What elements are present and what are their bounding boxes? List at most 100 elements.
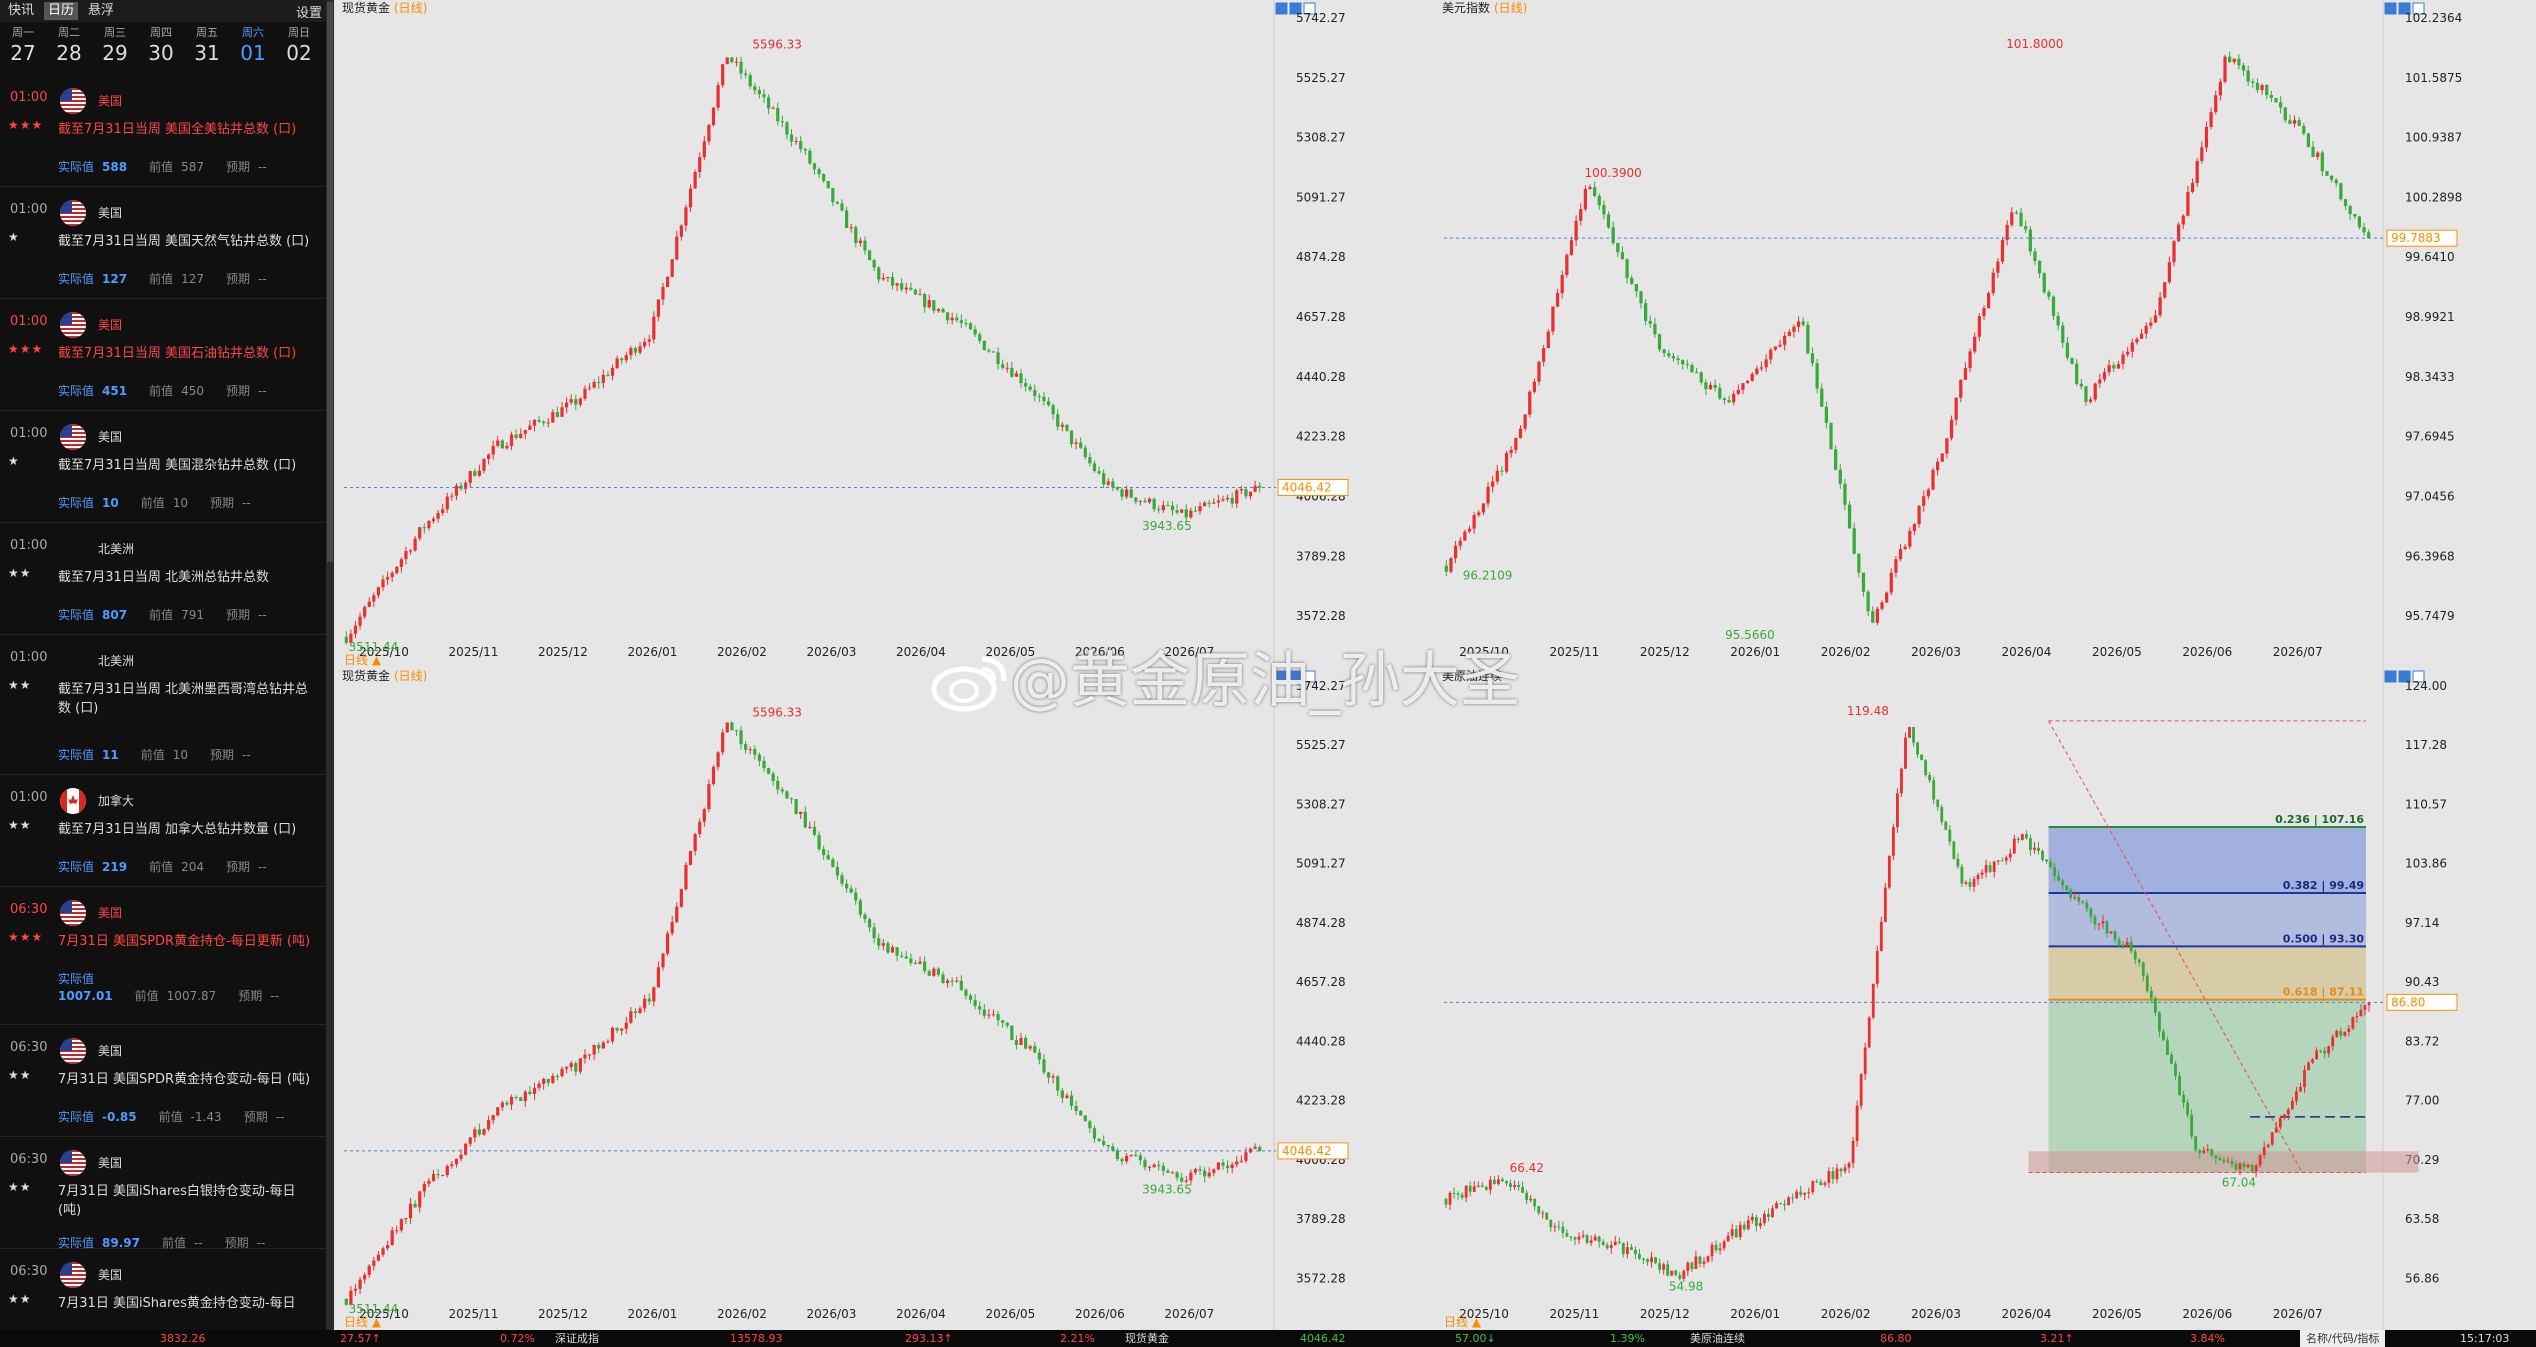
candle [2234, 1160, 2238, 1172]
candle [991, 350, 996, 353]
day-30[interactable]: 周四 30 [138, 26, 184, 66]
close-icon[interactable] [2412, 670, 2425, 683]
candle [950, 977, 954, 987]
day-02[interactable]: 周日 02 [276, 26, 322, 66]
candle [1732, 390, 1736, 406]
zoom-out-icon[interactable] [2398, 2, 2411, 15]
zoom-in-icon[interactable] [2384, 670, 2397, 683]
day-number: 31 [194, 41, 220, 65]
candle [1820, 383, 1824, 407]
previous-label: 前值 [158, 1110, 183, 1124]
day-01[interactable]: 周六 01 [230, 26, 276, 66]
y-tick-label: 124.00 [2405, 679, 2447, 693]
candle [1542, 345, 1546, 367]
zoom-out-icon[interactable] [2398, 670, 2411, 683]
x-tick-label: 2025/12 [1640, 1307, 1690, 1321]
close-icon[interactable] [2412, 2, 2425, 15]
candle [1839, 1167, 1843, 1177]
calendar-event[interactable]: 01:00 ★ 美国 截至7月31日当周 美国天然气钻井总数 (口) 实际值 127 前值 1… [0, 186, 326, 299]
sidebar-scrollbar[interactable] [326, 0, 334, 1330]
chart-panel-dxy[interactable]: 美元指数 (日线) 102.2364 101.5875 100.9387 100.2898… [1434, 0, 2536, 668]
day-29[interactable]: 周三 29 [92, 26, 138, 66]
candle [2000, 857, 2004, 862]
calendar-event[interactable]: 01:00 ★★★ 美国 截至7月31日当周 美国石油钻井总数 (口) 实际值 451 前值… [0, 298, 326, 411]
candle [1634, 1246, 1637, 1259]
calendar-event[interactable]: 06:30 ★★★ 美国 7月31日 美国SPDR黄金持仓-每日更新 (吨) 实际值 10… [0, 886, 326, 1025]
settings-button[interactable]: 设置 [295, 6, 322, 21]
candle [1557, 1220, 1561, 1231]
candle [532, 418, 537, 432]
actual-value: 89.97 [102, 1236, 140, 1250]
candle [2149, 317, 2153, 330]
chart-svg[interactable]: 美原油连续 124.00 117.28 110.57 103.86 97.14 90.43 8… [1434, 668, 2536, 1330]
previous-value: 1007.87 [166, 989, 217, 1003]
calendar-event[interactable]: 01:00 ★ 美国 截至7月31日当周 美国混杂钻井总数 (口) 实际值 10 前值 10 预… [0, 410, 326, 523]
candle [1537, 1205, 1541, 1216]
candle [656, 961, 661, 988]
event-values: 实际值 89.97 前值 -- 预期 -- [58, 1234, 273, 1251]
zoom-in-icon[interactable] [2384, 2, 2397, 15]
candle [2020, 833, 2024, 841]
candle [1726, 1231, 1730, 1242]
period-button[interactable]: 日线 ▲ [1444, 1315, 1482, 1329]
candle [1968, 878, 1972, 891]
candle [698, 818, 702, 838]
candle [822, 845, 826, 860]
candle [2141, 961, 2145, 982]
ticker-item: 13578.93 [730, 1332, 783, 1345]
chart-svg[interactable]: 现货黄金 (日线) 5742.27 5525.27 5308.27 5091.27 4874… [334, 668, 1432, 1330]
candle [1083, 1114, 1087, 1122]
scrollbar-thumb[interactable] [327, 2, 333, 562]
candle [1184, 504, 1188, 523]
candle [959, 975, 963, 991]
zoom-in-icon[interactable] [1275, 2, 1288, 15]
candle [707, 779, 711, 813]
candle [2343, 198, 2348, 210]
calendar-event[interactable]: 06:30 ★★ 美国 7月31日 美国SPDR黄金持仓变动-每日 (吨) 实际值 -0.… [0, 1024, 326, 1137]
day-number: 29 [102, 41, 128, 65]
period-button[interactable]: 日线 ▲ [344, 1315, 382, 1329]
candle [1891, 823, 1895, 861]
tab-calendar[interactable]: 日历 [44, 2, 79, 20]
close-icon[interactable] [1303, 670, 1316, 683]
tab-news[interactable]: 快讯 [8, 3, 35, 18]
zoom-in-icon[interactable] [1275, 670, 1288, 683]
candle [1750, 371, 1754, 382]
candle [1741, 382, 1745, 395]
day-28[interactable]: 周二 28 [46, 26, 92, 66]
chart-panel-gold-top[interactable]: 现货黄金 (日线) 5742.27 5525.27 5308.27 5091.27 4874… [334, 0, 1432, 668]
candle [835, 861, 840, 881]
event-values: 实际值 -0.85 前值 -1.43 预期 -- [58, 1108, 292, 1125]
chart-panel-crude-oil[interactable]: 美原油连续 124.00 117.28 110.57 103.86 97.14 90.43 8… [1434, 668, 2536, 1330]
period-button[interactable]: 日线 ▲ [344, 653, 382, 667]
day-31[interactable]: 周五 31 [184, 26, 230, 66]
candle [1577, 1232, 1581, 1245]
calendar-event[interactable]: 06:30 ★★ 美国 7月31日 美国iShares黄金持仓变动-每日 [0, 1248, 326, 1330]
calendar-event[interactable]: 06:30 ★★ 美国 7月31日 美国iShares白银持仓变动-每日 (吨) 实际值… [0, 1136, 326, 1251]
zoom-out-icon[interactable] [1289, 2, 1302, 15]
ticker-item[interactable]: 名称/代码/指标 [2300, 1330, 2386, 1347]
candle [1894, 555, 1898, 578]
chart-panel-gold-bottom[interactable]: 现货黄金 (日线) 5742.27 5525.27 5308.27 5091.27 4874… [334, 668, 1432, 1330]
chart-svg[interactable]: 美元指数 (日线) 102.2364 101.5875 100.9387 100.2898… [1434, 0, 2536, 668]
candle [1746, 1215, 1750, 1231]
calendar-event[interactable]: 01:00 ★★★ 美国 截至7月31日当周 美国全美钻井总数 (口) 实际值 588 前值… [0, 74, 326, 187]
forecast-label: 预期 [210, 496, 235, 510]
candle [647, 334, 651, 347]
candle [1616, 242, 1620, 258]
calendar-event[interactable]: 01:00 ★★ 北美洲 截至7月31日当周 北美洲总钻井总数 实际值 807 前值 791 预… [0, 522, 326, 635]
candle [1855, 1100, 1859, 1147]
zoom-out-icon[interactable] [1289, 670, 1302, 683]
event-values: 实际值 11 前值 10 预期 -- [58, 746, 259, 763]
chart-svg[interactable]: 现货黄金 (日线) 5742.27 5525.27 5308.27 5091.27 4874… [334, 0, 1432, 668]
tab-float[interactable]: 悬浮 [88, 3, 115, 18]
candle [1051, 403, 1055, 420]
day-27[interactable]: 周一 27 [0, 26, 46, 66]
candle [867, 917, 872, 932]
candle [932, 966, 936, 977]
fib-zone [2048, 827, 2366, 894]
calendar-event[interactable]: 01:00 ★★ 加拿大 截至7月31日当周 加拿大总钻井数量 (口) 实际值 219 前值… [0, 774, 326, 887]
close-icon[interactable] [1303, 2, 1316, 15]
calendar-event[interactable]: 01:00 ★★ 北美洲 截至7月31日当周 北美洲墨西哥湾总钻井总数 (口) 实际值 1… [0, 634, 326, 775]
candle [2254, 1164, 2258, 1177]
